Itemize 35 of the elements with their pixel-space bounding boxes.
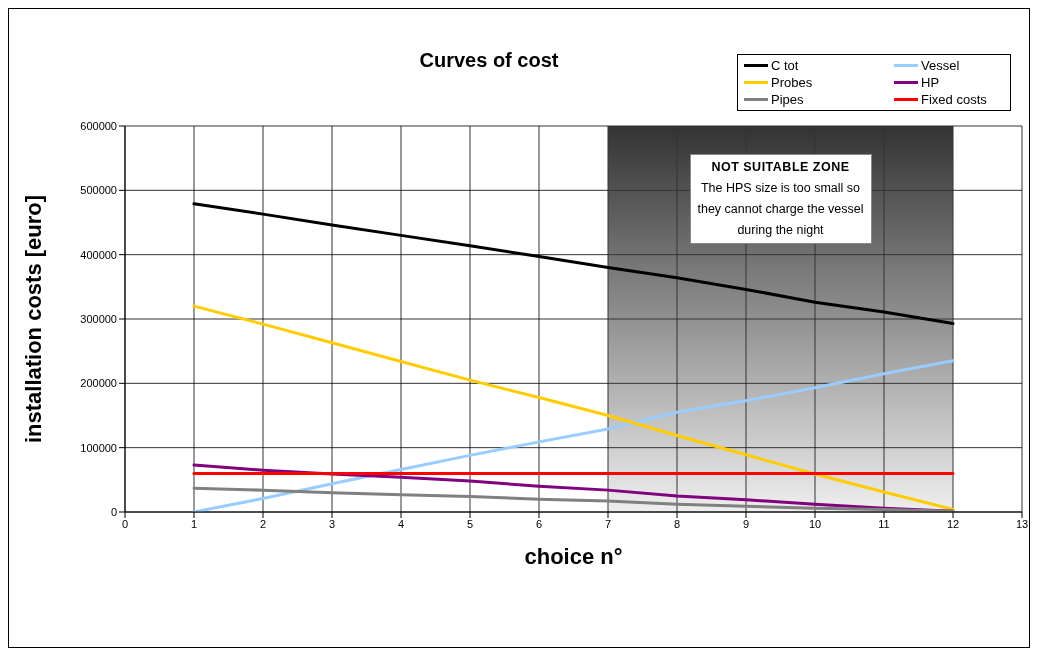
x-tick-label: 13 [1015,517,1029,530]
legend-label: Fixed costs [921,92,987,107]
x-tick-label: 0 [121,517,129,530]
legend-label: Probes [771,75,813,90]
x-tick-label: 4 [397,517,405,530]
legend-label: Pipes [771,92,804,107]
x-tick-label: 8 [673,517,681,530]
x-tick-label: 1 [190,517,198,530]
x-tick-label: 10 [808,517,822,530]
y-tick-label: 600000 [80,119,117,132]
x-tick-label: 9 [742,517,750,530]
x-tick-label: 12 [946,517,960,530]
x-tick-label: 3 [328,517,336,530]
line-series [192,304,955,511]
x-tick-label: 6 [535,517,543,530]
y-tick-label: 200000 [80,377,117,390]
line-series [192,486,955,512]
y-axis-title: installation costs [euro] [20,194,46,444]
legend-label: C tot [771,58,799,73]
y-tick-label: 100000 [80,441,117,454]
legend-label: HP [921,75,940,90]
x-axis-title: choice n° [524,544,623,569]
y-tick-label: 300000 [80,312,117,325]
annotation: The HPS size is too small so they cannot charge the vessel during the night [696,180,865,239]
x-tick-label: 2 [259,517,267,530]
x-tick-label: 7 [604,517,612,530]
x-tick-label: 11 [878,517,890,530]
chart-title: Curves of cost [418,49,560,72]
y-tick-label: 500000 [80,184,117,197]
x-tick-label: 5 [466,517,474,530]
line-series [192,359,955,512]
y-tick-label: 400000 [80,248,117,261]
y-tick-label: 0 [110,505,117,518]
legend-label: Vessel [921,58,960,73]
band-label: NOT SUITABLE ZONE [710,159,851,176]
